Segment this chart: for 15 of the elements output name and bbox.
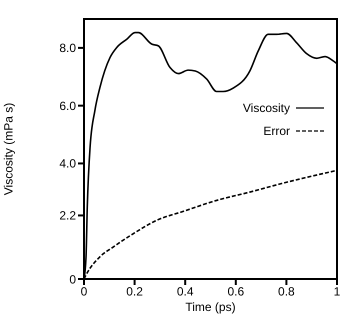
y-tick-label: 6.0: [59, 98, 76, 113]
y-tick-label: 2.2: [59, 208, 76, 223]
x-tick-label: 0.2: [126, 284, 144, 299]
x-tick-label: 0.8: [278, 284, 296, 299]
legend-label: Viscosity: [242, 100, 290, 114]
y-tick-label: 4.0: [59, 156, 76, 171]
y-tick-label: 0: [69, 272, 76, 286]
y-axis-title: Viscosity (mPa s): [1, 102, 16, 196]
legend-label: Error: [263, 124, 290, 138]
x-tick-label: 0.4: [176, 284, 194, 299]
x-tick-label: 0.6: [227, 284, 244, 299]
y-tick-label: 8.0: [59, 41, 76, 56]
x-axis-title: Time (ps): [185, 300, 236, 314]
x-tick-label: 0: [80, 284, 88, 299]
x-tick-label: 1: [334, 284, 341, 299]
